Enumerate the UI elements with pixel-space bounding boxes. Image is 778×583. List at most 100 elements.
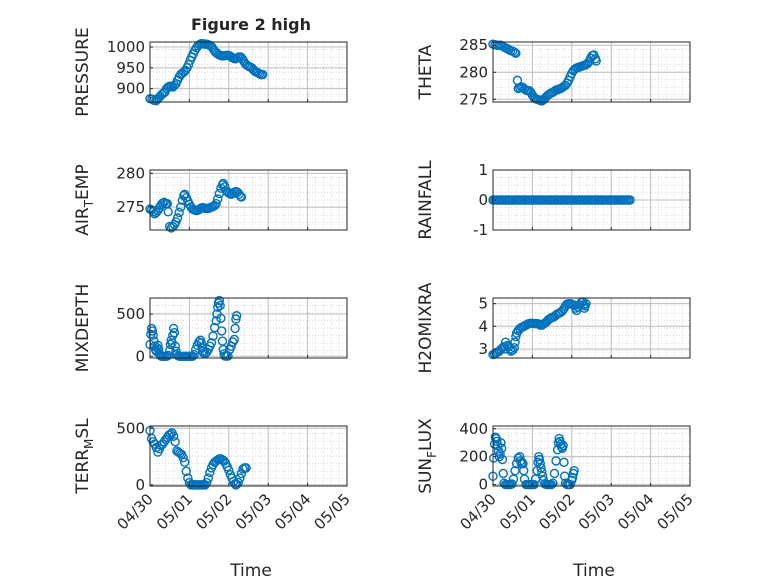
data-point — [183, 59, 194, 70]
y-axis-label-subscript: T — [82, 199, 96, 208]
y-axis-label-part: EMP — [73, 164, 93, 200]
data-point — [196, 338, 206, 348]
data-point — [205, 467, 215, 478]
data-point — [211, 199, 221, 209]
data-point — [215, 300, 225, 311]
data-point — [202, 477, 212, 488]
data-point — [231, 311, 242, 321]
data-point — [151, 207, 162, 218]
data-point — [509, 47, 520, 57]
data-point — [203, 473, 214, 483]
plot-area — [493, 426, 690, 486]
x-tick-label: 05/03 — [575, 490, 618, 533]
data-point — [163, 350, 173, 361]
data-point — [170, 341, 180, 351]
x-axis-label-left: Time — [229, 561, 272, 581]
data-point — [147, 326, 158, 336]
axes-frame — [492, 297, 691, 359]
data-point — [206, 338, 217, 348]
x-tick-label: 05/02 — [535, 490, 578, 533]
data-point — [511, 48, 521, 59]
data-point — [236, 192, 247, 202]
data-point — [213, 194, 223, 204]
data-point — [591, 56, 601, 66]
data-point — [176, 202, 186, 212]
data-point — [498, 468, 508, 479]
data-point — [569, 465, 579, 476]
y-tick-label: 0 — [478, 191, 488, 209]
data-point — [214, 295, 225, 306]
data-point — [170, 437, 180, 447]
y-axis-label: SUNFLUX — [416, 418, 439, 494]
axes-frame — [492, 425, 691, 487]
data-point — [507, 479, 517, 489]
y-axis-label: PRESSURE — [73, 27, 93, 116]
axes-frame — [149, 169, 348, 231]
y-tick-label: 3 — [478, 340, 488, 358]
y-tick-label: 950 — [116, 59, 145, 77]
y-axis-label-part: LUX — [416, 418, 436, 451]
y-axis-label-part: TERR — [73, 449, 93, 495]
y-axis-label: TERRMSL — [73, 418, 96, 495]
x-tick-label: 04/30 — [457, 490, 500, 533]
y-tick-label: 500 — [116, 419, 145, 437]
data-point — [148, 330, 158, 340]
x-tick-label: 05/05 — [654, 490, 697, 533]
axes-frame — [149, 41, 348, 103]
data-point — [224, 465, 234, 475]
data-point — [230, 323, 240, 334]
data-point — [217, 326, 227, 336]
data-point — [496, 438, 506, 448]
data-point — [153, 340, 163, 351]
y-tick-label: 0 — [135, 476, 145, 494]
data-point — [168, 431, 179, 441]
data-point — [549, 468, 560, 479]
data-point — [241, 463, 251, 473]
y-tick-label: 400 — [459, 420, 488, 438]
plot-area — [150, 42, 347, 102]
data-point — [557, 306, 568, 316]
x-tick-label: 05/03 — [232, 490, 275, 533]
data-point — [496, 443, 507, 454]
data-point — [529, 479, 539, 490]
y-tick-label: -1 — [473, 221, 488, 239]
data-point — [510, 337, 520, 347]
data-point — [169, 327, 180, 338]
data-point — [211, 316, 221, 326]
data-point — [168, 323, 179, 334]
y-tick-label: 5 — [478, 295, 488, 313]
data-point — [174, 207, 184, 218]
y-axis-label: MIXDEPTH — [73, 284, 93, 373]
y-tick-label: 900 — [116, 80, 145, 98]
data-point — [581, 298, 591, 309]
data-point — [177, 68, 188, 78]
subplot-theta: 275 280 285 THETA — [416, 36, 691, 108]
x-tick-label: 05/05 — [311, 490, 354, 533]
subplot-terr-msl: 0 500 TERRMSL 04/3005/0105/0205/0305/0405/0… — [73, 418, 354, 534]
y-axis-label: THETA — [416, 44, 436, 100]
axes-frame — [149, 297, 348, 359]
data-point — [172, 213, 183, 223]
subplot-rainfall: -1 0 1 RAINFALL — [416, 160, 691, 240]
data-point — [560, 80, 571, 90]
y-axis-label-part: AIR — [73, 207, 93, 236]
data-point — [223, 351, 233, 361]
data-point — [164, 221, 175, 232]
data-point — [559, 457, 569, 467]
data-point — [163, 207, 173, 217]
y-tick-label: 4 — [478, 317, 488, 335]
data-point — [171, 217, 181, 227]
data-point — [233, 477, 243, 488]
data-point — [234, 189, 244, 199]
y-axis-label-subscript: M — [82, 439, 96, 449]
y-tick-label: 275 — [459, 90, 488, 108]
data-point — [546, 479, 557, 490]
y-tick-label: 0 — [135, 347, 145, 365]
subplot-pressure: 900 950 1000 PRESSURE — [73, 27, 348, 117]
x-axis-label-right: Time — [572, 561, 615, 581]
data-point — [165, 339, 176, 350]
x-tick-label: 05/01 — [496, 490, 539, 533]
y-tick-label: 280 — [459, 63, 488, 81]
data-point — [213, 302, 223, 312]
